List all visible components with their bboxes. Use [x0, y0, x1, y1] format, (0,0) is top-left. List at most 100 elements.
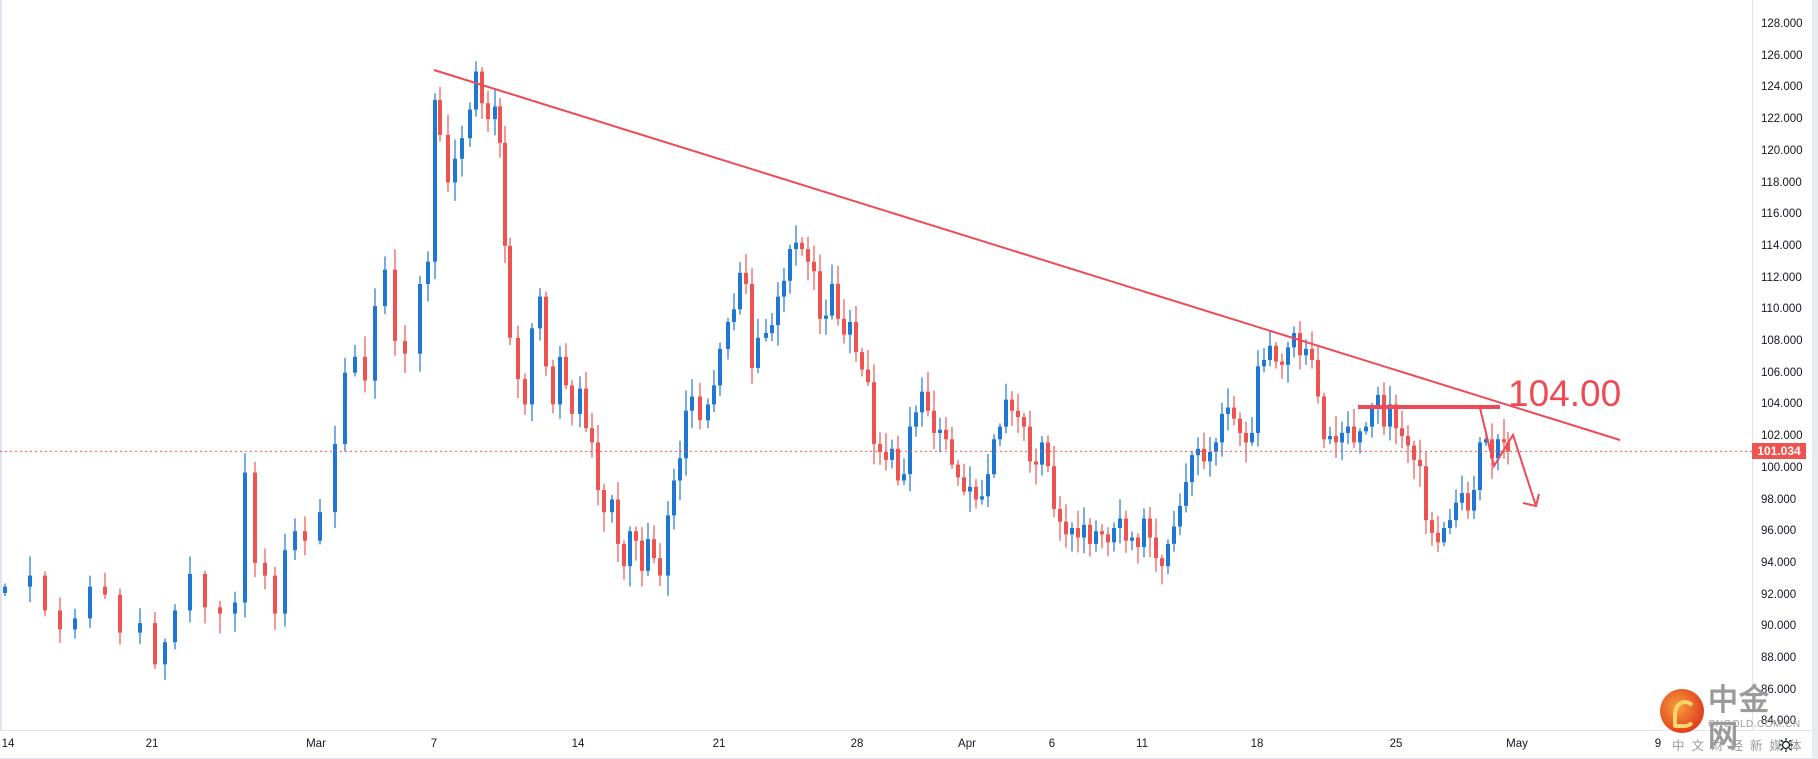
candle-body	[353, 356, 357, 373]
candle-body	[1430, 520, 1434, 533]
candle-body	[263, 562, 267, 576]
candle-body	[1214, 442, 1218, 452]
price-tick: 128.000	[1761, 18, 1803, 30]
candle-body	[493, 106, 497, 120]
candle-body	[698, 396, 702, 421]
candle-body	[926, 391, 930, 411]
time-axis[interactable]: 14 21 Mar 7 14 21 28 Apr 6 11 18 25 May 9	[0, 730, 1812, 759]
candle-body	[712, 385, 716, 405]
candle-body	[812, 261, 816, 272]
time-tick: 21	[712, 738, 726, 750]
price-tick: 96.000	[1761, 525, 1797, 538]
candle-body	[1160, 558, 1164, 567]
candle-body	[138, 623, 142, 633]
trendline[interactable]	[433, 69, 1621, 441]
candle-body	[962, 477, 966, 492]
candle-body	[824, 315, 828, 319]
candle-body	[1316, 360, 1320, 397]
candle-body	[974, 486, 978, 500]
candle-body	[1190, 455, 1194, 483]
candle-body	[950, 439, 954, 465]
candle-body	[1238, 418, 1242, 433]
candle-body	[73, 618, 77, 630]
price-tick: 118.000	[1761, 176, 1802, 189]
candle-body	[203, 573, 207, 608]
candle-body	[163, 642, 167, 665]
candle-body	[938, 429, 942, 433]
candle-body	[1460, 493, 1464, 503]
candle-body	[1196, 448, 1200, 456]
candle-body	[1064, 521, 1068, 535]
candle-body	[640, 540, 644, 571]
candle-body	[1406, 436, 1410, 446]
candle-body	[732, 309, 736, 322]
candle-body	[1400, 428, 1404, 437]
candle-body	[480, 71, 484, 104]
candle-body	[1268, 345, 1272, 361]
watermark: 中金网 CNGOLD.COM.CN	[1660, 683, 1800, 754]
candle-body	[1028, 426, 1032, 462]
candle-body	[544, 296, 548, 367]
candle-body	[1016, 410, 1020, 418]
candle-body	[1322, 396, 1326, 440]
candle-body	[446, 134, 450, 183]
candle-body	[968, 486, 972, 492]
candle-body	[1454, 502, 1458, 521]
candle-body	[1046, 442, 1050, 467]
candle-body	[992, 439, 996, 475]
candle-body	[884, 451, 888, 460]
candle-body	[866, 369, 870, 383]
candle-body	[1328, 436, 1332, 440]
candle-body	[956, 464, 960, 478]
candle-body	[1388, 404, 1392, 427]
candle-body	[1442, 528, 1446, 543]
candle-body	[1490, 439, 1494, 459]
candle-body	[273, 575, 277, 614]
candle-body	[672, 480, 676, 516]
candle-body	[1052, 466, 1056, 510]
candle-body	[453, 158, 457, 183]
candle-body	[684, 410, 688, 459]
gear-icon[interactable]	[1778, 737, 1794, 753]
projection-zigzag-arrow[interactable]	[1479, 407, 1537, 507]
candle-body	[474, 71, 478, 110]
price-tick: 102.000	[1761, 430, 1803, 443]
candle-body	[88, 586, 92, 619]
candle-body	[1466, 493, 1470, 511]
watermark-brand: 中金网	[1708, 683, 1770, 754]
candle-body	[233, 602, 237, 614]
candle-body	[393, 269, 397, 341]
annotation-price-label: 104.00	[1508, 373, 1622, 414]
plot-area[interactable]	[0, 0, 1752, 730]
candle-body	[634, 531, 638, 541]
candle-body	[1124, 518, 1128, 541]
time-tick: 21	[145, 738, 159, 750]
candle-body	[1364, 426, 1368, 432]
price-axis[interactable]: 128.000 126.000 124.000 122.000 120.000 118.0…	[1752, 0, 1813, 730]
price-tick: 108.000	[1761, 335, 1803, 347]
candle-body	[551, 366, 555, 405]
candle-body	[764, 333, 768, 338]
candle-body	[1148, 518, 1152, 538]
candle-body	[1424, 466, 1428, 521]
candle-body	[426, 261, 430, 284]
candle-body	[173, 610, 177, 643]
candle-body	[1082, 524, 1086, 538]
candle-body	[1506, 442, 1510, 452]
candle-body	[944, 429, 948, 440]
candle-body	[283, 550, 287, 614]
candle-body	[1244, 432, 1248, 443]
price-tick: 122.000	[1761, 113, 1803, 126]
candle-body	[1022, 417, 1026, 427]
candle-body	[43, 575, 47, 611]
candle-body	[800, 242, 804, 250]
candle-body	[920, 391, 924, 413]
candle-body	[1340, 432, 1344, 443]
candle-body	[516, 337, 520, 380]
candle-body	[1166, 543, 1170, 567]
candle-body	[896, 448, 900, 481]
price-tick: 104.000	[1761, 398, 1803, 411]
candle-body	[1010, 399, 1014, 411]
candle-body	[1352, 426, 1356, 443]
candle-body	[293, 531, 297, 551]
